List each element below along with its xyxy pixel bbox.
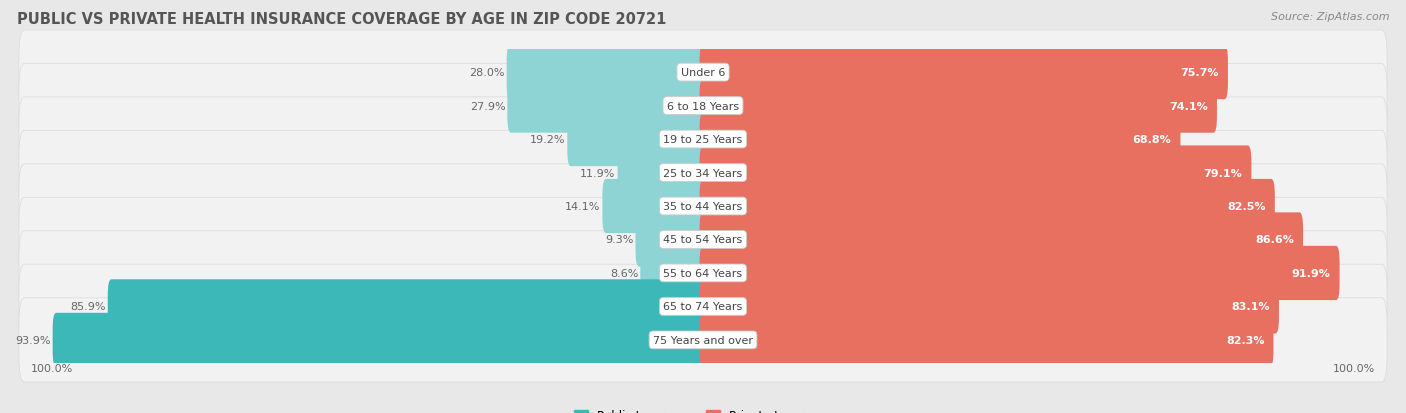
FancyBboxPatch shape (18, 265, 1388, 349)
Text: 82.3%: 82.3% (1226, 335, 1264, 345)
FancyBboxPatch shape (700, 79, 1218, 133)
FancyBboxPatch shape (506, 46, 706, 100)
FancyBboxPatch shape (18, 97, 1388, 182)
Text: 85.9%: 85.9% (70, 301, 105, 312)
Text: 74.1%: 74.1% (1170, 101, 1208, 112)
Text: 68.8%: 68.8% (1133, 135, 1171, 145)
FancyBboxPatch shape (700, 113, 1181, 167)
FancyBboxPatch shape (508, 79, 706, 133)
FancyBboxPatch shape (617, 146, 706, 200)
Text: 45 to 54 Years: 45 to 54 Years (664, 235, 742, 245)
FancyBboxPatch shape (18, 164, 1388, 249)
FancyBboxPatch shape (640, 246, 706, 300)
FancyBboxPatch shape (52, 313, 706, 367)
Text: 28.0%: 28.0% (470, 68, 505, 78)
FancyBboxPatch shape (18, 198, 1388, 282)
FancyBboxPatch shape (18, 298, 1388, 382)
FancyBboxPatch shape (18, 64, 1388, 148)
Text: 91.9%: 91.9% (1292, 268, 1330, 278)
FancyBboxPatch shape (18, 131, 1388, 215)
Text: 11.9%: 11.9% (581, 168, 616, 178)
FancyBboxPatch shape (602, 180, 706, 233)
FancyBboxPatch shape (700, 46, 1227, 100)
FancyBboxPatch shape (700, 146, 1251, 200)
FancyBboxPatch shape (18, 231, 1388, 316)
Text: 35 to 44 Years: 35 to 44 Years (664, 202, 742, 211)
Text: PUBLIC VS PRIVATE HEALTH INSURANCE COVERAGE BY AGE IN ZIP CODE 20721: PUBLIC VS PRIVATE HEALTH INSURANCE COVER… (17, 12, 666, 27)
FancyBboxPatch shape (700, 180, 1275, 233)
Text: 86.6%: 86.6% (1256, 235, 1294, 245)
Text: 25 to 34 Years: 25 to 34 Years (664, 168, 742, 178)
FancyBboxPatch shape (567, 113, 706, 167)
Text: 79.1%: 79.1% (1204, 168, 1243, 178)
Text: 75 Years and over: 75 Years and over (652, 335, 754, 345)
Text: 83.1%: 83.1% (1232, 301, 1270, 312)
Text: 8.6%: 8.6% (610, 268, 638, 278)
Text: 93.9%: 93.9% (15, 335, 51, 345)
Text: 6 to 18 Years: 6 to 18 Years (666, 101, 740, 112)
Text: Under 6: Under 6 (681, 68, 725, 78)
Text: 14.1%: 14.1% (565, 202, 600, 211)
Text: Source: ZipAtlas.com: Source: ZipAtlas.com (1271, 12, 1389, 22)
Text: 100.0%: 100.0% (31, 363, 73, 373)
FancyBboxPatch shape (700, 280, 1279, 334)
Text: 19 to 25 Years: 19 to 25 Years (664, 135, 742, 145)
Text: 82.5%: 82.5% (1227, 202, 1265, 211)
FancyBboxPatch shape (636, 213, 706, 267)
FancyBboxPatch shape (700, 313, 1274, 367)
FancyBboxPatch shape (18, 31, 1388, 115)
Text: 27.9%: 27.9% (470, 101, 505, 112)
FancyBboxPatch shape (700, 246, 1340, 300)
FancyBboxPatch shape (108, 280, 706, 334)
Text: 55 to 64 Years: 55 to 64 Years (664, 268, 742, 278)
Text: 75.7%: 75.7% (1181, 68, 1219, 78)
Text: 19.2%: 19.2% (530, 135, 565, 145)
Text: 9.3%: 9.3% (605, 235, 634, 245)
Text: 100.0%: 100.0% (1333, 363, 1375, 373)
FancyBboxPatch shape (700, 213, 1303, 267)
Legend: Public Insurance, Private Insurance: Public Insurance, Private Insurance (569, 404, 837, 413)
Text: 65 to 74 Years: 65 to 74 Years (664, 301, 742, 312)
